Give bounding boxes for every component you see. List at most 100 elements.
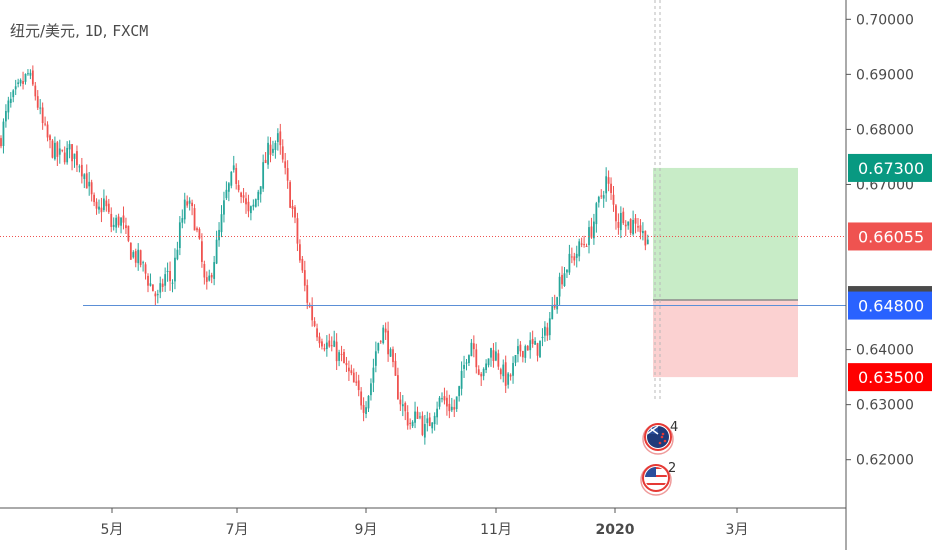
candle [22, 71, 24, 90]
candle [54, 136, 56, 161]
candle [544, 321, 546, 342]
candle [482, 367, 485, 381]
candle [642, 222, 644, 241]
price-label-horizontal-line[interactable]: 0.64800 [848, 291, 932, 320]
candle [578, 238, 581, 262]
candle [575, 245, 578, 268]
candle [595, 201, 598, 233]
candle [193, 204, 196, 231]
profit-zone[interactable] [653, 167, 798, 301]
candle [27, 69, 29, 76]
candle [198, 227, 201, 240]
candle [318, 332, 321, 348]
candle [281, 139, 284, 163]
candle [333, 330, 336, 348]
candle [34, 82, 37, 101]
candle [328, 333, 331, 348]
candle [127, 225, 130, 243]
candle [254, 198, 257, 208]
price-label-stop-loss[interactable]: 0.63500 [848, 363, 932, 392]
candle [100, 197, 103, 223]
candle [338, 349, 340, 367]
candle [602, 190, 605, 208]
candle [71, 144, 73, 171]
candle [129, 242, 132, 260]
candle [428, 412, 431, 427]
candle [468, 354, 470, 367]
candle [161, 278, 164, 292]
candle [218, 222, 220, 247]
candle [619, 206, 622, 239]
candle [365, 401, 367, 419]
candle [629, 218, 632, 236]
candle [120, 217, 122, 234]
price-label-last-price[interactable]: 0.66055 [848, 222, 932, 251]
candle [188, 197, 191, 211]
candle [269, 137, 272, 163]
candle [472, 335, 475, 358]
candle [487, 358, 490, 368]
candle [235, 163, 238, 190]
candle [49, 134, 51, 149]
candle [267, 136, 269, 169]
candle [646, 234, 649, 245]
candle [289, 180, 291, 208]
candle [352, 368, 355, 383]
candle [374, 341, 377, 373]
price-tick-label: 0.68000 [856, 122, 914, 138]
candle [186, 195, 189, 208]
candle [291, 199, 294, 218]
price-label-text: 0.66055 [858, 227, 924, 246]
candle [7, 96, 10, 120]
candle [191, 199, 193, 216]
candle [519, 341, 522, 357]
candle [85, 164, 88, 189]
candle [529, 332, 532, 359]
loss-zone[interactable] [653, 300, 798, 378]
candle [335, 333, 338, 371]
candle [563, 266, 566, 287]
candle [392, 346, 394, 368]
candle [93, 192, 95, 207]
event-count: 2 [668, 461, 676, 476]
candle [17, 78, 20, 88]
candle [306, 279, 309, 310]
candle [394, 353, 397, 376]
candle [66, 141, 69, 165]
candle [169, 261, 171, 291]
candle [632, 210, 634, 236]
candle [446, 390, 448, 416]
candle [303, 260, 306, 292]
candle [63, 146, 66, 165]
time-tick-label: 9月 [355, 522, 378, 538]
candle [201, 233, 203, 268]
candle [311, 297, 314, 327]
candle [348, 360, 350, 381]
us-flag-event[interactable]: 2 [640, 461, 676, 496]
candle [103, 189, 105, 213]
candle [220, 205, 223, 238]
candle [252, 199, 255, 211]
new-zealand-flag-event[interactable]: 4 [642, 420, 678, 455]
candle [404, 401, 407, 421]
candle [370, 378, 372, 401]
candle [183, 192, 186, 224]
price-label-take-profit[interactable]: 0.67300 [848, 153, 932, 182]
candle [61, 149, 64, 153]
candle [526, 344, 529, 351]
candle [210, 272, 213, 284]
candle [276, 128, 279, 151]
price-tick-label: 0.64000 [856, 343, 914, 359]
candle [294, 205, 296, 224]
candle [521, 350, 524, 363]
title-separator-1: , [75, 22, 85, 40]
candle [14, 79, 17, 96]
price-tick-label: 0.70000 [856, 12, 914, 28]
candle [29, 69, 32, 80]
candle [507, 372, 510, 389]
candle [360, 387, 363, 410]
candle [156, 289, 159, 304]
candle [504, 355, 507, 393]
candle [176, 241, 179, 261]
